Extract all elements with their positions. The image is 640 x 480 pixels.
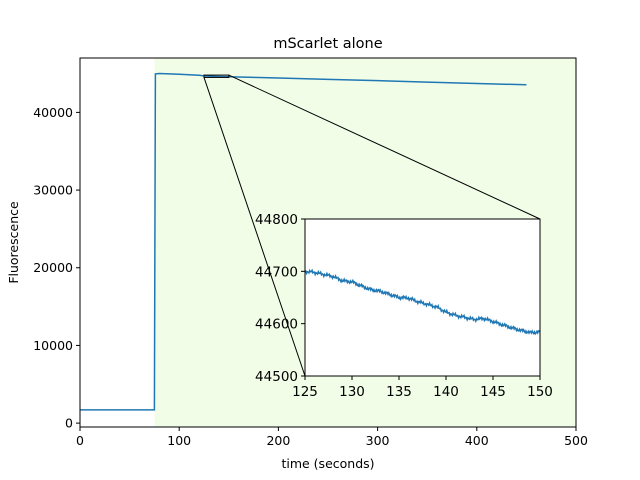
inset-x-tick-label: 150: [527, 384, 553, 400]
y-tick-label: 40000: [33, 105, 73, 120]
inset-y-tick-label: 44800: [255, 212, 298, 228]
x-axis-label: time (seconds): [281, 456, 374, 471]
inset-background: [305, 219, 540, 376]
inset-series-line: [304, 268, 541, 336]
y-axis-label: Fluorescence: [6, 201, 21, 284]
main-series-line: [80, 72, 527, 411]
x-tick-label: 500: [564, 433, 588, 448]
y-tick-label: 0: [65, 416, 73, 431]
inset-zoom-plot: 125 130 135 140 145 150 44500 44600 44700 44800: [255, 212, 553, 400]
inset-frame: [304, 218, 541, 377]
inset-y-tick-label: 44500: [255, 369, 298, 385]
inset-x-tick-label: 130: [339, 384, 365, 400]
x-axis-ticks: 0 100 200 300 400 500: [76, 427, 588, 448]
y-axis-ticks: 0 10000 20000 30000 40000: [33, 105, 80, 431]
zoom-connector-line: [203, 77, 306, 377]
inset-x-tick-label: 135: [386, 384, 412, 400]
inset-y-tick-label: 44700: [255, 264, 298, 280]
y-tick-label: 30000: [33, 183, 73, 198]
x-tick-label: 400: [465, 433, 489, 448]
zoom-indicator-box: [203, 74, 230, 78]
x-tick-label: 300: [366, 433, 390, 448]
plot-background-before-addition: [80, 58, 155, 427]
zoom-connector-line: [228, 74, 541, 220]
x-tick-label: 200: [266, 433, 290, 448]
y-tick-label: 20000: [33, 260, 73, 275]
inset-x-tick-label: 145: [480, 384, 506, 400]
plot-frame: [79, 57, 577, 428]
y-tick-label: 10000: [33, 338, 73, 353]
inset-x-tick-label: 125: [292, 384, 318, 400]
inset-y-axis-ticks: 44500 44600 44700 44800: [255, 212, 305, 385]
chart-title: mScarlet alone: [273, 36, 382, 52]
x-tick-label: 100: [167, 433, 191, 448]
inset-y-tick-label: 44600: [255, 317, 298, 333]
inset-x-tick-label: 140: [433, 384, 459, 400]
inset-x-axis-ticks: 125 130 135 140 145 150: [292, 376, 553, 400]
x-tick-label: 0: [76, 433, 84, 448]
